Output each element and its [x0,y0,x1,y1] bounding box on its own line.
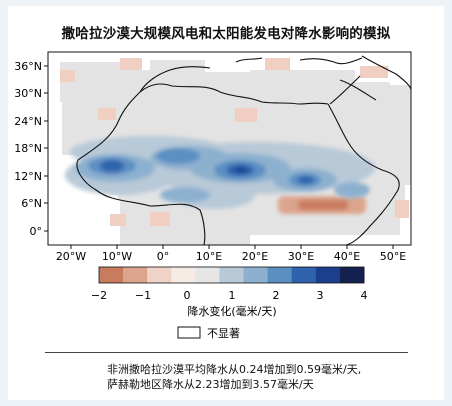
lat-tick-label: 18°N [14,142,42,155]
lat-tick-label: 24°N [14,115,42,128]
lon-tick-label: 20°E [242,250,268,263]
lat-tick-label: 6°N [21,197,42,210]
separator-line [45,352,408,353]
summary-line: 非洲撒哈拉沙漠平均降水从0.24增加到0.59毫米/天, [107,363,362,376]
negative-patches [60,58,409,226]
lat-tick-label: 12°N [14,170,42,183]
colorbar-tick-label: 3 [317,289,324,302]
lat-tick-label: 36°N [14,60,42,73]
lon-tick-label: 0° [157,250,170,263]
summary-note: 非洲撒哈拉沙漠平均降水从0.24增加到0.59毫米/天, 萨赫勒地区降水从2.2… [107,362,427,392]
colorbar-segment [123,267,148,283]
figure-title: 撒哈拉沙漠大规模风电和太阳能发电对降水影响的模拟 [61,26,391,42]
colorbar-segment [171,267,196,283]
lon-tick-label: 10°W [102,250,132,263]
positive-band-sahel [65,136,375,209]
colorbar-segment [147,267,172,283]
colorbar-segment [267,267,293,283]
colorbar-tick-label: −2 [91,289,107,302]
colorbar-segment [99,267,124,283]
colorbar-segment [243,267,269,283]
lat-tick-label: 0° [30,225,43,238]
colorbar-border [98,266,365,284]
colorbar-segment [195,267,220,283]
lon-tick-label: 30°E [288,250,314,263]
longitude-axis: 20°W 10°W 0° 10°E 20°E 30°E 40°E 50°E [56,245,406,263]
colorbar-tick-label: 4 [361,289,368,302]
colorbar-ticks: −2 −1 0 1 2 3 4 [91,289,368,302]
lon-tick-label: 20°W [56,250,86,263]
colorbar-tick-label: 1 [229,289,236,302]
map-field [48,52,411,245]
lat-tick-label: 30°N [14,87,42,100]
colorbar [98,266,365,284]
colorbar-segment [339,267,365,283]
not-significant-swatch [177,326,201,339]
lon-tick-label: 50°E [380,250,406,263]
colorbar-tick-label: 0 [184,289,191,302]
summary-line: 萨赫勒地区降水从2.23增加到3.57毫米/天 [107,378,314,391]
colorbar-segment [219,267,245,283]
colorbar-label: 降水变化(毫米/天) [187,304,276,318]
colorbar-segment [315,267,341,283]
lon-tick-label: 10°E [196,250,222,263]
colorbar-tick-label: 2 [273,289,280,302]
not-significant-label: 不显著 [207,326,240,340]
lon-tick-label: 40°E [334,250,360,263]
colorbar-tick-label: −1 [135,289,151,302]
latitude-axis: 36°N 30°N 24°N 18°N 12°N 6°N 0° [14,60,48,238]
colorbar-segment [291,267,317,283]
coastlines [76,55,411,245]
